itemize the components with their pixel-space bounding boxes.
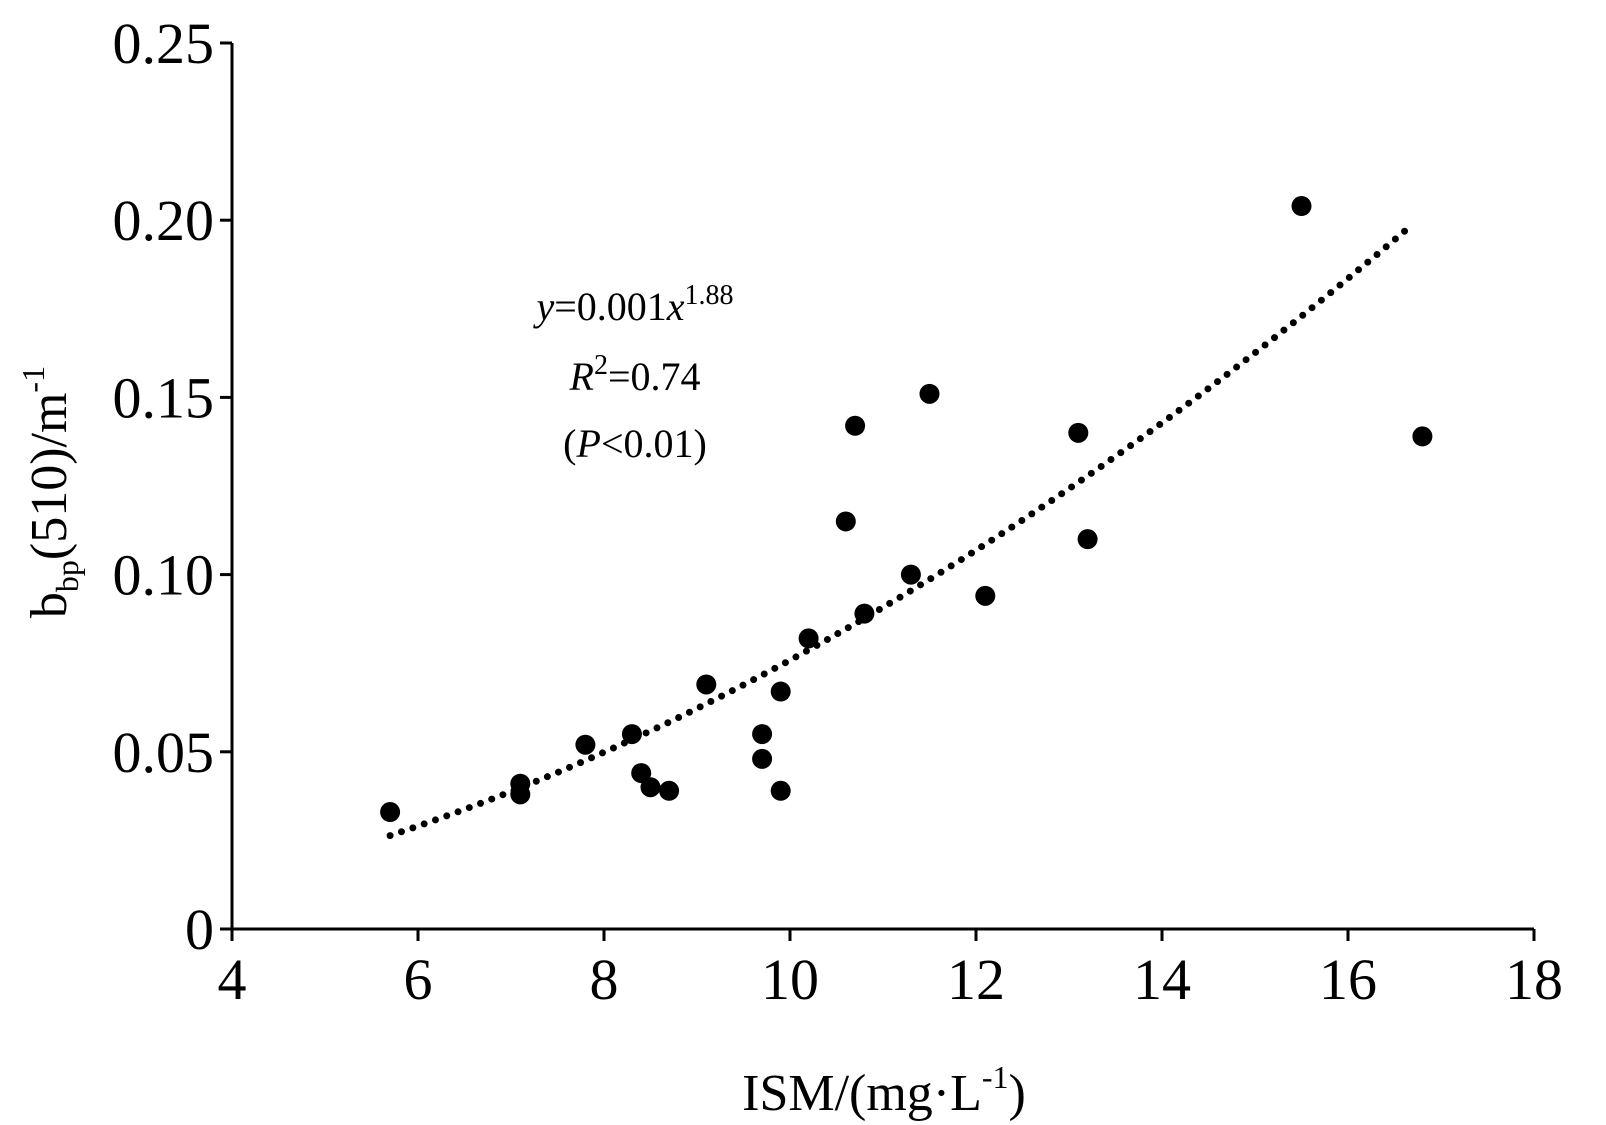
x-tick-label: 12: [947, 947, 1005, 1012]
y-axis-title: bbp(510)/m-1: [15, 366, 85, 618]
y-title-sub: bp: [49, 560, 85, 592]
p-symbol: P: [576, 421, 601, 466]
data-point: [380, 802, 401, 823]
p-value: <0.01): [601, 421, 707, 466]
x-axis-title: ISM/(mg·L-1): [742, 1059, 1026, 1122]
data-point: [975, 585, 996, 606]
r-symbol: R: [569, 354, 594, 399]
data-point: [770, 681, 791, 702]
data-point: [1291, 196, 1312, 217]
r-squared-sup: 2: [594, 350, 608, 381]
axes: [230, 43, 1534, 931]
fit-curve-group: [386, 220, 1417, 840]
x-tick-label: 16: [1319, 947, 1377, 1012]
x-ticks: 4 6 8 10 12 14 16 18: [218, 929, 1563, 1012]
data-point: [854, 603, 875, 624]
y-title-mid: (510)/m: [21, 393, 78, 561]
fit-curve: [386, 220, 1417, 840]
x-tick-label: 8: [590, 947, 619, 1012]
x-title-close: ): [1009, 1065, 1026, 1122]
x-title-sup: -1: [982, 1059, 1009, 1095]
y-tick-label: 0.20: [113, 188, 215, 253]
data-point: [919, 383, 940, 404]
data-point: [770, 780, 791, 801]
equation-x: x: [666, 284, 685, 329]
data-point: [575, 734, 596, 755]
data-point: [631, 763, 652, 784]
data-point: [900, 564, 921, 585]
y-tick-label: 0: [185, 897, 214, 962]
y-tick-label: 0.10: [113, 543, 215, 608]
data-point: [752, 748, 773, 769]
data-point: [1068, 422, 1089, 443]
data-point: [659, 780, 680, 801]
data-point: [1077, 529, 1098, 550]
y-ticks: 0 0.05 0.10 0.15 0.20 0.25: [113, 11, 232, 962]
equation-label: y=0.001x1.88: [532, 280, 733, 329]
p-value-label: (P<0.01): [563, 421, 707, 466]
x-tick-label: 10: [761, 947, 819, 1012]
data-points: [380, 196, 1433, 823]
equation-y: y: [532, 284, 554, 329]
data-point: [696, 674, 717, 695]
data-point: [621, 724, 642, 745]
y-tick-label: 0.25: [113, 11, 215, 76]
data-point: [640, 777, 661, 798]
data-point: [1412, 426, 1433, 447]
x-tick-label: 4: [218, 947, 247, 1012]
p-open-paren: (: [563, 421, 576, 466]
equation-exponent: 1.88: [685, 280, 734, 311]
data-point: [510, 773, 531, 794]
x-title-main: ISM/(mg·L: [742, 1065, 982, 1122]
data-point: [835, 511, 856, 532]
data-point: [752, 724, 773, 745]
data-point: [845, 415, 866, 436]
y-tick-label: 0.05: [113, 720, 215, 785]
x-tick-label: 14: [1133, 947, 1191, 1012]
equation-coef: =0.001: [554, 284, 667, 329]
y-title-b: b: [21, 592, 78, 618]
x-tick-label: 6: [404, 947, 433, 1012]
y-tick-label: 0.15: [113, 365, 215, 430]
r-squared-value: =0.74: [608, 354, 701, 399]
r-squared-label: R2=0.74: [569, 350, 701, 399]
x-tick-label: 18: [1505, 947, 1563, 1012]
y-title-sup: -1: [15, 366, 51, 393]
data-point: [798, 628, 819, 649]
